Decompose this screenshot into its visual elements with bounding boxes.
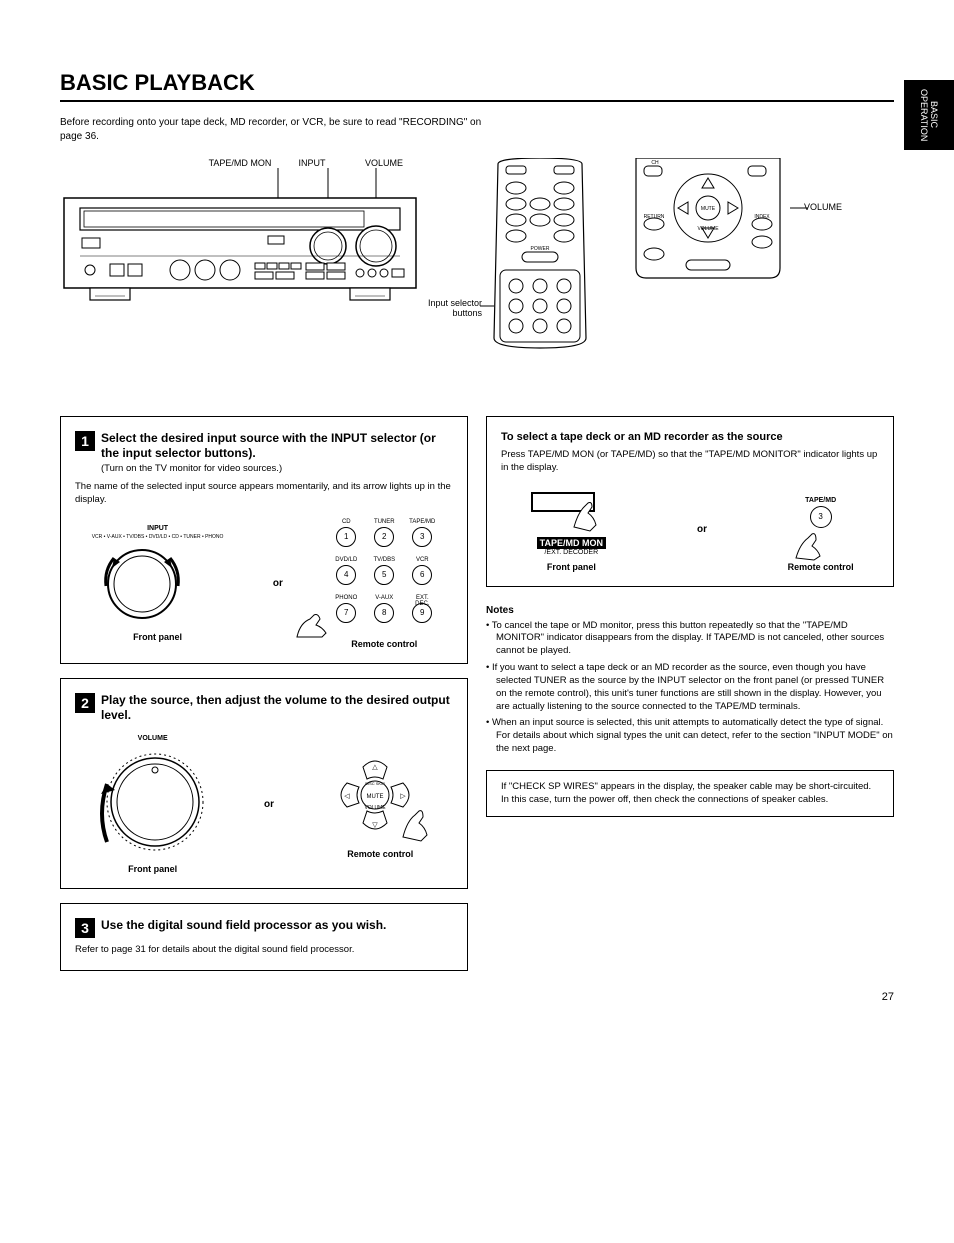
tapemd-remote-graphic: TAPE/MD 3 Remote control bbox=[788, 497, 854, 572]
notes-heading: Notes bbox=[486, 605, 894, 616]
step-2-or: or bbox=[264, 799, 274, 810]
right-column: To select a tape deck or an MD recorder … bbox=[486, 416, 894, 971]
step-2-remote-graphic: MUTE △ ▽ ◁ ▷ VOLUME DISC SKIP bbox=[325, 749, 435, 859]
keypad-key: PHONO7 bbox=[332, 595, 360, 629]
receiver-label-volume: VOLUME bbox=[348, 158, 420, 168]
tapemd-panel-graphic: TAPE/MD MON /EXT. DECODER Front panel bbox=[526, 487, 616, 572]
svg-text:RETURN: RETURN bbox=[644, 214, 665, 220]
input-arc-text: VCR • V-AUX • TV/DBS • DVD/LD • CD • TUN… bbox=[92, 534, 224, 540]
keypad-key: TUNER2 bbox=[370, 519, 398, 553]
svg-text:VOLUME: VOLUME bbox=[697, 226, 719, 232]
svg-text:◁: ◁ bbox=[345, 793, 351, 800]
step-3-number: 3 bbox=[75, 918, 95, 938]
svg-text:△: △ bbox=[373, 764, 379, 771]
svg-text:MUTE: MUTE bbox=[701, 206, 716, 212]
tapemd-body: Press TAPE/MD MON (or TAPE/MD) so that t… bbox=[501, 449, 879, 475]
step-1-panel-label: Front panel bbox=[92, 632, 224, 642]
step-2-panel-graphic: VOLUME Front panel bbox=[93, 735, 213, 874]
svg-text:DISC SKIP: DISC SKIP bbox=[365, 781, 385, 786]
keypad: CD1 TUNER2 TAPE/MD3 DVD/LD4 TV/DBS5 VCR6 PHONO… bbox=[332, 519, 436, 629]
keypad-key: TV/DBS5 bbox=[370, 557, 398, 591]
receiver-illustration bbox=[60, 168, 420, 308]
step-2-number: 2 bbox=[75, 693, 95, 713]
svg-text:▽: ▽ bbox=[373, 822, 379, 829]
warning-box: If "CHECK SP WIRES" appears in the displ… bbox=[486, 770, 894, 818]
keypad-key: DVD/LD4 bbox=[332, 557, 360, 591]
page-number: 27 bbox=[60, 991, 894, 1003]
remote-label-input-selector: Input selector buttons bbox=[402, 298, 482, 318]
note-item-1: • To cancel the tape or MD monitor, pres… bbox=[486, 620, 894, 658]
step-2: 2 Play the source, then adjust the volum… bbox=[60, 678, 468, 889]
step-1-number: 1 bbox=[75, 431, 95, 451]
intro-text: Before recording onto your tape deck, MD… bbox=[60, 116, 500, 144]
tapemd-remote-label: Remote control bbox=[788, 562, 854, 572]
remote-illustration: POWER C bbox=[460, 158, 820, 398]
keypad-key: CD1 bbox=[332, 519, 360, 553]
keypad-key: EXT. DEC.9 bbox=[408, 595, 436, 629]
step-1-remote-label: Remote control bbox=[332, 639, 436, 649]
tapemd-panel-label: Front panel bbox=[526, 562, 616, 572]
receiver-label-input: INPUT bbox=[276, 158, 348, 168]
keypad-key: VCR6 bbox=[408, 557, 436, 591]
note-item-2: • If you want to select a tape deck or a… bbox=[486, 662, 894, 713]
receiver-callout-labels: TAPE/MD MON INPUT VOLUME bbox=[60, 158, 420, 168]
svg-text:MUTE: MUTE bbox=[367, 794, 384, 800]
notes-section: Notes • To cancel the tape or MD monitor… bbox=[486, 605, 894, 756]
receiver-figure: TAPE/MD MON INPUT VOLUME bbox=[60, 158, 420, 398]
step-2-title: Play the source, then adjust the volume … bbox=[101, 693, 453, 723]
keypad-key: TAPE/MD3 bbox=[408, 519, 436, 553]
tapemd-heading: To select a tape deck or an MD recorder … bbox=[501, 431, 879, 443]
remote-label-volume: VOLUME bbox=[804, 202, 842, 212]
step-1-remote-graphic: CD1 TUNER2 TAPE/MD3 DVD/LD4 TV/DBS5 VCR6 PHONO… bbox=[332, 519, 436, 649]
top-figures-row: TAPE/MD MON INPUT VOLUME bbox=[60, 158, 894, 398]
tapemd-or: or bbox=[697, 524, 707, 535]
title-rule bbox=[60, 100, 894, 102]
step-3-title: Use the digital sound field processor as… bbox=[101, 918, 453, 933]
step-2-panel-label: Front panel bbox=[93, 864, 213, 874]
volume-word: VOLUME bbox=[93, 735, 213, 742]
svg-text:VOLUME: VOLUME bbox=[365, 805, 387, 811]
svg-text:CH: CH bbox=[651, 160, 659, 166]
step-1-body: The name of the selected input source ap… bbox=[75, 481, 453, 507]
tapemd-panel-btn-sub: /EXT. DECODER bbox=[526, 549, 616, 556]
remote-figure: POWER C bbox=[460, 158, 820, 398]
step-1: 1 Select the desired input source with t… bbox=[60, 416, 468, 664]
step-1-or: or bbox=[273, 578, 283, 589]
input-word: INPUT bbox=[92, 525, 224, 532]
keypad-key: V-AUX8 bbox=[370, 595, 398, 629]
step-3-body: Refer to page 31 for details about the d… bbox=[75, 944, 453, 957]
step-2-remote-label: Remote control bbox=[325, 849, 435, 859]
step-3: 3 Use the digital sound field processor … bbox=[60, 903, 468, 972]
step-1-subtitle: (Turn on the TV monitor for video source… bbox=[101, 463, 453, 475]
page: BASIC PLAYBACK Before recording onto you… bbox=[0, 0, 954, 1043]
side-tab: BASIC OPERATION bbox=[904, 80, 954, 150]
step-1-title: Select the desired input source with the… bbox=[101, 431, 453, 475]
tapemd-panel-btn-main: TAPE/MD MON bbox=[526, 537, 616, 549]
receiver-label-tapemd: TAPE/MD MON bbox=[204, 158, 276, 168]
svg-text:▷: ▷ bbox=[401, 793, 407, 800]
svg-text:INDEX: INDEX bbox=[754, 214, 770, 220]
tapemd-section: To select a tape deck or an MD recorder … bbox=[486, 416, 894, 587]
step-1-panel-graphic: INPUT VCR • V-AUX • TV/DBS • DVD/LD • CD… bbox=[92, 525, 224, 642]
left-column: 1 Select the desired input source with t… bbox=[60, 416, 468, 971]
svg-text:POWER: POWER bbox=[531, 246, 550, 252]
tapemd-key-btn: 3 bbox=[810, 506, 832, 528]
page-title: BASIC PLAYBACK bbox=[60, 70, 894, 96]
note-item-3: • When an input source is selected, this… bbox=[486, 717, 894, 755]
tapemd-key-label: TAPE/MD bbox=[788, 497, 854, 504]
content-columns: 1 Select the desired input source with t… bbox=[60, 416, 894, 971]
